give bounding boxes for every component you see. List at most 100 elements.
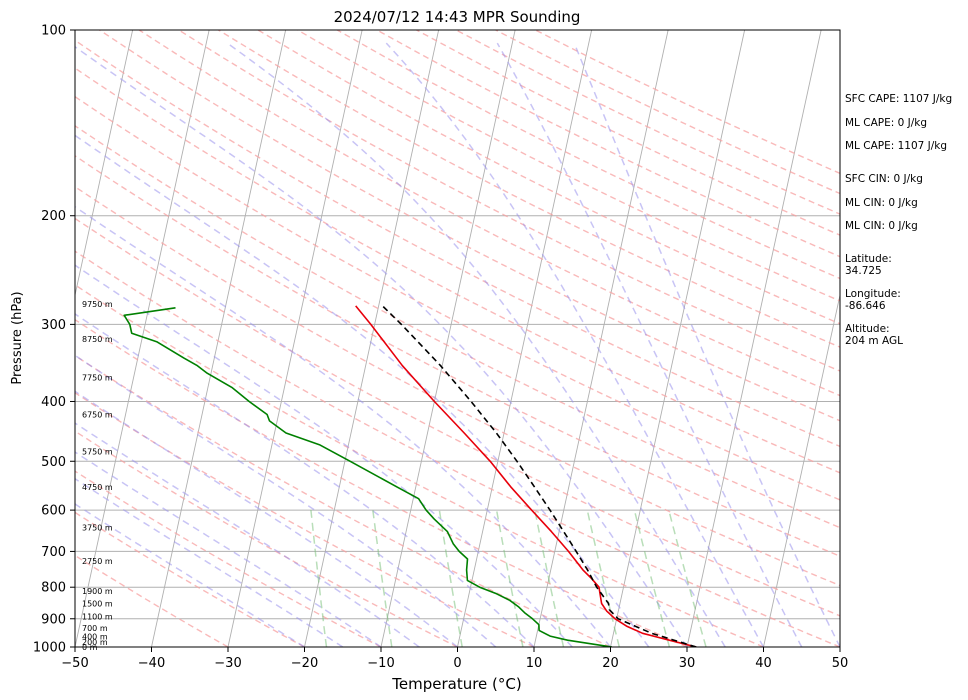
dewpoint-profile-line <box>123 307 613 647</box>
mixing-ratio-line <box>586 509 621 647</box>
index-ml-cape-2: ML CAPE: 1107 J/kg <box>845 140 947 152</box>
moist-adiabat <box>226 42 726 647</box>
isotherm-gridline <box>304 30 440 647</box>
mixing-ratio-line <box>534 509 565 647</box>
x-tick-label: −20 <box>291 656 318 671</box>
moist-adiabat <box>75 422 420 647</box>
height-label: 1900 m <box>82 587 113 596</box>
y-tick-label: 100 <box>41 24 66 39</box>
x-tick-label: 40 <box>755 656 772 671</box>
height-label: 200 m <box>82 638 108 647</box>
x-tick-label: −40 <box>138 656 165 671</box>
x-tick-label: 30 <box>679 656 696 671</box>
height-label: 8750 m <box>82 335 113 344</box>
dry-adiabat <box>75 95 840 501</box>
dry-adiabat <box>336 30 840 280</box>
moist-adiabat <box>75 354 497 647</box>
isotherm-gridline <box>763 292 840 647</box>
isotherm-gridline <box>151 30 287 647</box>
index-ml-cape: ML CAPE: 0 J/kg <box>845 117 927 129</box>
index-ml-cin-2: ML CIN: 0 J/kg <box>845 220 918 232</box>
mixing-ratio-line <box>495 509 524 647</box>
y-tick-label: 200 <box>41 209 66 224</box>
height-label: 2750 m <box>82 557 113 566</box>
dry-adiabat <box>75 391 535 647</box>
moist-adiabat <box>385 42 765 647</box>
height-label: 6750 m <box>82 411 113 420</box>
chart-title: 2024/07/12 14:43 MPR Sounding <box>334 8 581 26</box>
height-labels: 9750 m 8750 m 7750 m 6750 m 5750 m 4750 m 3750… <box>82 300 113 652</box>
isotherm-gridline <box>686 30 822 647</box>
y-tick-label: 800 <box>41 581 66 596</box>
moist-adiabat <box>75 451 382 647</box>
height-label: 1500 m <box>82 599 113 608</box>
x-tick-label: 20 <box>602 656 619 671</box>
latitude-label: Latitude: <box>845 253 892 265</box>
y-tick-label: 600 <box>41 504 66 519</box>
temperature-profile-line <box>355 305 697 647</box>
dry-adiabat <box>75 154 840 557</box>
height-label: 4750 m <box>82 483 113 492</box>
y-tick-label: 700 <box>41 545 66 560</box>
moist-adiabat <box>75 134 650 647</box>
indices-panel: SFC CAPE: 1107 J/kg ML CAPE: 0 J/kg ML C… <box>845 93 952 347</box>
isotherm-gridline <box>75 30 210 647</box>
isotherm-gridline <box>380 30 516 647</box>
dry-adiabat <box>75 554 229 647</box>
dry-adiabat <box>75 430 458 647</box>
index-ml-cin: ML CIN: 0 J/kg <box>845 197 918 209</box>
x-tick-label: 50 <box>832 656 849 671</box>
data-lines <box>123 305 697 647</box>
latitude-value: 34.725 <box>845 265 882 277</box>
x-tick-label: −10 <box>367 656 394 671</box>
isotherm-gridline <box>457 30 593 647</box>
longitude-value: -86.646 <box>845 300 886 312</box>
moist-adiabat <box>496 42 803 647</box>
moist-adiabat <box>75 264 573 647</box>
mixing-ratio-line <box>633 509 671 647</box>
dry-adiabat <box>218 30 840 348</box>
dry-adiabat <box>257 30 840 325</box>
dry-adiabat <box>75 67 840 474</box>
mixing-ratio-line <box>372 509 393 647</box>
index-sfc-cape: SFC CAPE: 1107 J/kg <box>845 93 952 105</box>
y-axis-label: Pressure (hPa) <box>10 291 25 384</box>
height-label: 700 m <box>82 624 108 633</box>
dry-adiabat <box>75 124 840 529</box>
parcel-profile-line <box>381 305 697 647</box>
x-tick-label: −50 <box>61 656 88 671</box>
background-lines <box>75 30 840 647</box>
x-axis-label: Temperature (°C) <box>391 675 521 693</box>
dry-adiabat <box>75 470 382 647</box>
x-tick-label: 10 <box>526 656 543 671</box>
moist-adiabat <box>75 390 458 647</box>
mixing-ratio-line <box>668 509 707 647</box>
dry-adiabat <box>75 217 840 617</box>
moist-adiabat <box>75 205 612 647</box>
x-tick-label: −30 <box>214 656 241 671</box>
height-label: 0 m <box>82 643 98 652</box>
y-tick-label: 500 <box>41 455 66 470</box>
moist-adiabat <box>573 42 840 647</box>
axis-ticks: −50 −40 −30 −20 −10 0 10 20 30 40 50 100 200 300 400 50… <box>33 24 848 672</box>
height-label: 400 m <box>82 633 108 642</box>
height-label: 5750 m <box>82 447 113 456</box>
altitude-label: Altitude: <box>845 323 890 335</box>
dry-adiabat <box>99 30 840 422</box>
altitude-value: 204 m AGL <box>845 335 903 347</box>
dry-adiabat <box>75 185 840 587</box>
mixing-ratio-line <box>438 509 463 647</box>
y-tick-label: 1000 <box>33 641 66 656</box>
height-label: 7750 m <box>82 374 113 383</box>
mixing-ratio-line <box>310 510 328 647</box>
height-label: 9750 m <box>82 300 113 309</box>
height-label: 3750 m <box>82 523 113 532</box>
dry-adiabat <box>75 318 688 647</box>
isotherm-gridline <box>75 30 134 298</box>
y-tick-label: 400 <box>41 395 66 410</box>
index-sfc-cin: SFC CIN: 0 J/kg <box>845 173 923 185</box>
dry-adiabat <box>138 30 840 397</box>
y-tick-label: 300 <box>41 318 66 333</box>
